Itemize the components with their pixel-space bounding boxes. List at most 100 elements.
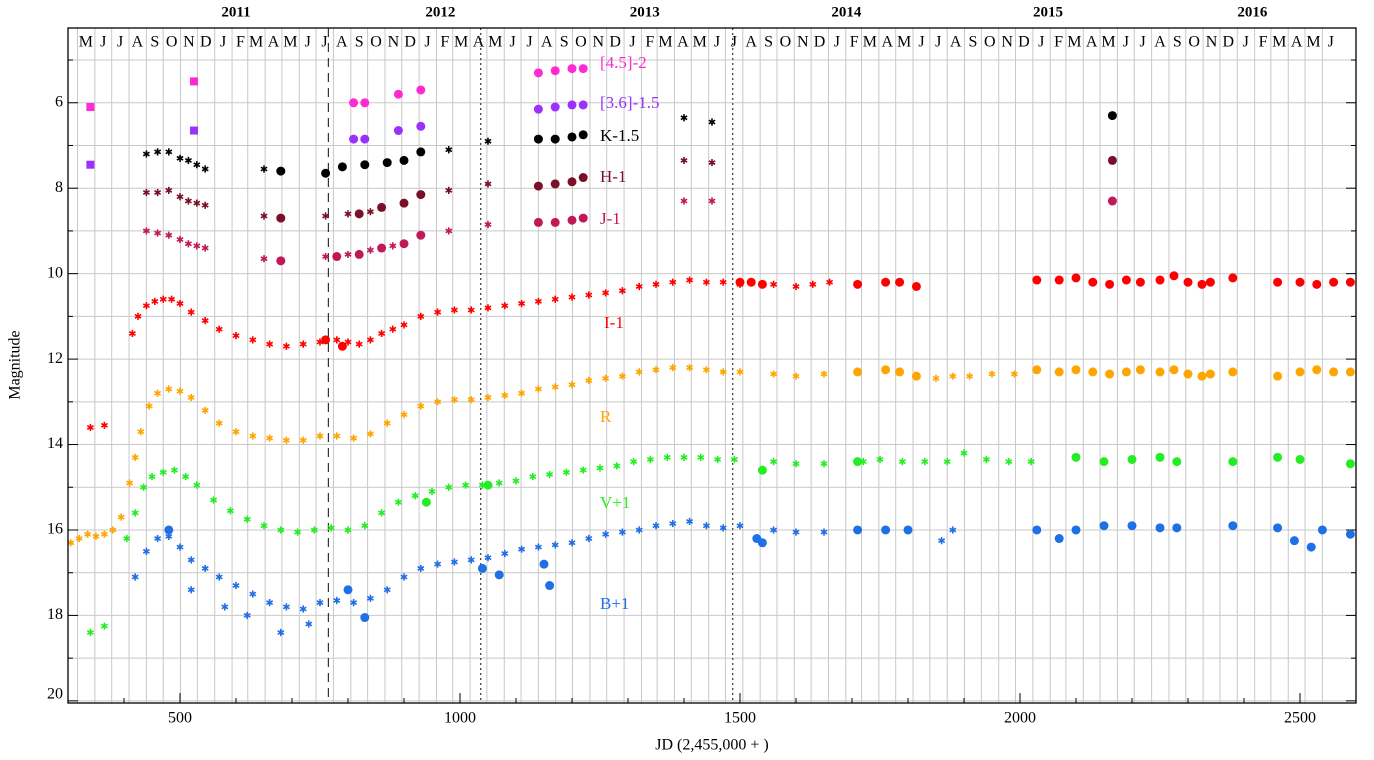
point — [1121, 367, 1131, 377]
point — [551, 295, 559, 303]
point — [187, 393, 195, 402]
point — [159, 468, 167, 476]
point — [792, 282, 800, 291]
month-label: A — [1291, 34, 1303, 51]
point — [1032, 525, 1042, 535]
series-label: V+1 — [600, 493, 630, 512]
month-label: J — [526, 34, 532, 51]
point — [736, 522, 744, 530]
point — [243, 515, 251, 523]
point — [1228, 273, 1238, 283]
point — [1121, 275, 1131, 285]
point — [394, 498, 402, 506]
point — [467, 306, 475, 314]
point — [578, 64, 588, 74]
year-label: 2016 — [1237, 4, 1268, 20]
point — [366, 430, 374, 438]
point — [445, 227, 453, 235]
point — [377, 243, 387, 253]
point — [428, 487, 436, 496]
month-label: D — [404, 34, 416, 51]
month-label: J — [321, 34, 327, 51]
point — [354, 209, 364, 219]
point — [546, 470, 554, 479]
point — [1345, 277, 1355, 287]
point — [483, 480, 493, 490]
point — [86, 628, 94, 637]
point — [652, 522, 660, 530]
point — [635, 526, 643, 534]
point — [1107, 111, 1117, 121]
point — [434, 308, 442, 316]
point — [903, 525, 913, 535]
series-label: I-1 — [604, 313, 624, 332]
month-label: J — [1328, 34, 1334, 51]
point — [184, 156, 192, 165]
point — [550, 217, 560, 227]
point — [337, 341, 347, 351]
point — [176, 299, 184, 308]
point — [131, 573, 139, 581]
point — [550, 179, 560, 189]
point — [820, 460, 828, 468]
point — [1071, 365, 1081, 375]
point — [154, 188, 162, 197]
x-tick-label: 1500 — [724, 710, 756, 727]
point — [533, 134, 543, 144]
month-label: J — [918, 34, 924, 51]
point — [567, 215, 577, 225]
point — [187, 586, 195, 594]
point — [826, 278, 834, 286]
point — [680, 114, 688, 122]
series-label: R — [600, 407, 612, 426]
point — [746, 277, 756, 287]
point — [697, 453, 705, 461]
point — [895, 277, 905, 287]
point — [201, 564, 209, 573]
point — [1054, 275, 1064, 285]
point — [1345, 367, 1355, 377]
point — [1273, 371, 1283, 381]
x-tick-label: 2500 — [1284, 710, 1316, 727]
point — [932, 374, 940, 382]
point — [142, 150, 150, 158]
year-label: 2014 — [831, 4, 862, 20]
point — [344, 210, 352, 218]
point — [1032, 365, 1042, 375]
point — [399, 239, 409, 249]
point — [305, 620, 313, 628]
point — [366, 208, 374, 216]
y-axis-label: Magnitude — [7, 330, 24, 399]
point — [327, 524, 335, 532]
point — [853, 279, 863, 289]
year-label: 2011 — [221, 4, 250, 20]
point — [1205, 277, 1215, 287]
point — [1155, 452, 1165, 462]
point — [165, 186, 173, 194]
point — [1273, 452, 1283, 462]
series-label: B+1 — [600, 594, 629, 613]
point — [154, 534, 162, 543]
point — [534, 385, 542, 393]
point — [190, 126, 198, 135]
point — [988, 370, 996, 378]
point — [518, 389, 526, 397]
month-label: J — [1243, 34, 1249, 51]
month-label: D — [814, 34, 826, 51]
month-label: S — [764, 34, 773, 51]
point — [567, 177, 577, 187]
point — [450, 396, 458, 404]
point — [360, 160, 370, 170]
point — [708, 118, 716, 126]
point — [159, 295, 167, 303]
point — [221, 603, 229, 611]
point — [417, 402, 425, 410]
month-label: J — [424, 34, 430, 51]
point — [378, 509, 386, 517]
point — [1005, 458, 1013, 466]
month-label: M — [1067, 34, 1081, 51]
point — [282, 342, 290, 350]
point — [484, 393, 492, 402]
month-label: J — [834, 34, 840, 51]
